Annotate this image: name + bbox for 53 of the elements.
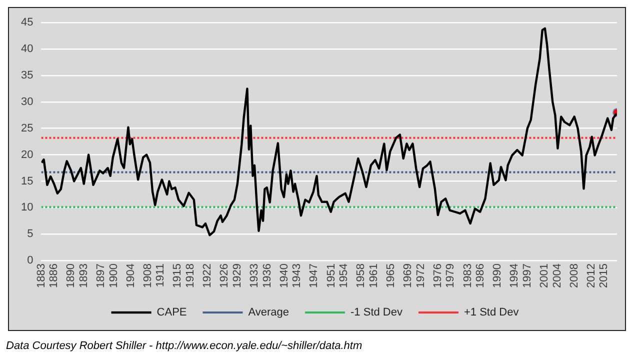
legend-label: Average [248, 306, 290, 319]
x-tick-label: 1979 [444, 264, 457, 288]
x-tick-label: 1900 [108, 264, 120, 288]
x-tick-label: 1890 [65, 264, 78, 288]
y-tick-label: 20 [20, 148, 34, 161]
x-tick-label: 1947 [308, 264, 320, 288]
y-tick-label: 25 [20, 122, 34, 134]
x-tick-label: 1922 [202, 264, 214, 288]
x-tick-label: 2001 [538, 264, 551, 288]
x-tick-label: 2015 [598, 264, 610, 288]
x-tick-label: 1911 [154, 264, 167, 288]
x-tick-label: 1951 [325, 264, 338, 288]
x-tick-label: 1990 [492, 264, 504, 288]
x-tick-label: 1983 [462, 264, 474, 288]
x-tick-label: 1918 [184, 264, 197, 288]
x-tick-label: 1958 [355, 264, 368, 288]
x-tick-label: 1893 [78, 264, 90, 288]
y-tick-label: 45 [20, 16, 34, 29]
x-tick-label: 2004 [551, 264, 564, 288]
y-tick-label: 15 [20, 175, 34, 188]
x-tick-label: 2012 [585, 264, 598, 288]
y-tick-label: 10 [20, 202, 34, 214]
x-tick-label: 1886 [48, 264, 60, 288]
x-tick-label: 2008 [568, 264, 580, 288]
legend-label: -1 Std Dev [350, 306, 403, 319]
x-tick-label: 1883 [35, 264, 48, 288]
x-tick-label: 1994 [508, 264, 521, 288]
x-tick-label: 1986 [474, 264, 487, 288]
x-tick-label: 1897 [94, 264, 107, 288]
x-tick-label: 1908 [142, 264, 154, 288]
x-tick-label: 1915 [172, 264, 184, 288]
x-tick-label: 1929 [231, 264, 244, 288]
x-tick-label: 1904 [124, 264, 137, 288]
y-tick-label: 30 [20, 96, 34, 108]
legend-label: +1 Std Dev [464, 306, 520, 319]
x-tick-label: 1969 [402, 264, 414, 288]
x-tick-label: 1936 [261, 264, 274, 288]
y-tick-label: 0 [27, 254, 34, 267]
x-tick-label: 1965 [384, 264, 397, 288]
legend-label: CAPE [156, 306, 187, 319]
x-tick-label: 1997 [521, 264, 534, 288]
y-tick-label: 40 [20, 43, 34, 56]
x-tick-label: 1943 [291, 264, 304, 288]
x-tick-label: 1972 [414, 264, 427, 288]
x-tick-label: 1940 [278, 264, 290, 288]
x-tick-label: 1961 [368, 264, 380, 288]
x-tick-label: 1954 [338, 264, 350, 288]
x-tick-label: 1976 [432, 264, 444, 288]
y-tick-label: 35 [20, 70, 34, 82]
x-tick-label: 1926 [218, 264, 231, 288]
x-tick-label: 1933 [248, 264, 261, 288]
y-tick-label: 5 [27, 228, 34, 240]
text: Data Courtesy Robert Shiller - http://www.econ.yale.edu/~shiller/data.htm [6, 340, 362, 352]
